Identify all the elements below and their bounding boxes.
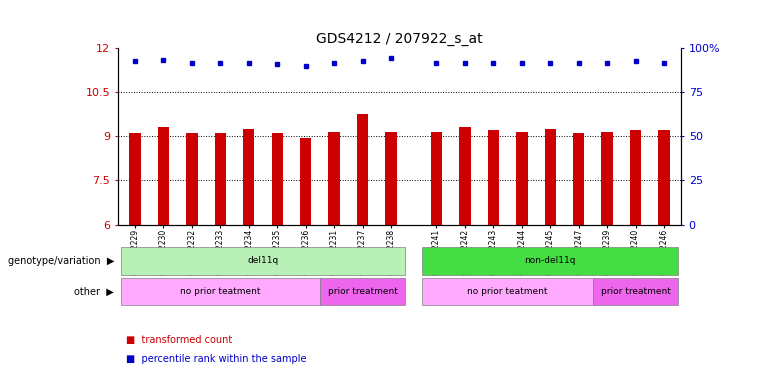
- Bar: [357, 114, 368, 225]
- Bar: [329, 132, 340, 225]
- Bar: [385, 132, 396, 225]
- Text: del11q: del11q: [247, 256, 279, 265]
- Text: non-del11q: non-del11q: [524, 256, 576, 265]
- Bar: [300, 138, 311, 225]
- Bar: [129, 133, 141, 225]
- Bar: [431, 132, 442, 225]
- Bar: [459, 127, 470, 225]
- Text: prior treatment: prior treatment: [328, 287, 397, 296]
- Bar: [243, 129, 254, 225]
- Bar: [545, 129, 556, 225]
- Bar: [516, 132, 527, 225]
- Text: ■  transformed count: ■ transformed count: [126, 335, 232, 345]
- Text: no prior teatment: no prior teatment: [467, 287, 548, 296]
- Text: no prior teatment: no prior teatment: [180, 287, 260, 296]
- Bar: [601, 132, 613, 225]
- Text: ■  percentile rank within the sample: ■ percentile rank within the sample: [126, 354, 306, 364]
- Text: prior treatment: prior treatment: [600, 287, 670, 296]
- Bar: [158, 127, 169, 225]
- Bar: [630, 131, 642, 225]
- Text: genotype/variation  ▶: genotype/variation ▶: [8, 256, 114, 266]
- Title: GDS4212 / 207922_s_at: GDS4212 / 207922_s_at: [317, 31, 482, 46]
- Bar: [488, 131, 499, 225]
- Text: other  ▶: other ▶: [75, 286, 114, 296]
- Bar: [215, 133, 226, 225]
- Bar: [272, 133, 283, 225]
- Bar: [186, 133, 198, 225]
- Bar: [658, 131, 670, 225]
- Bar: [573, 133, 584, 225]
